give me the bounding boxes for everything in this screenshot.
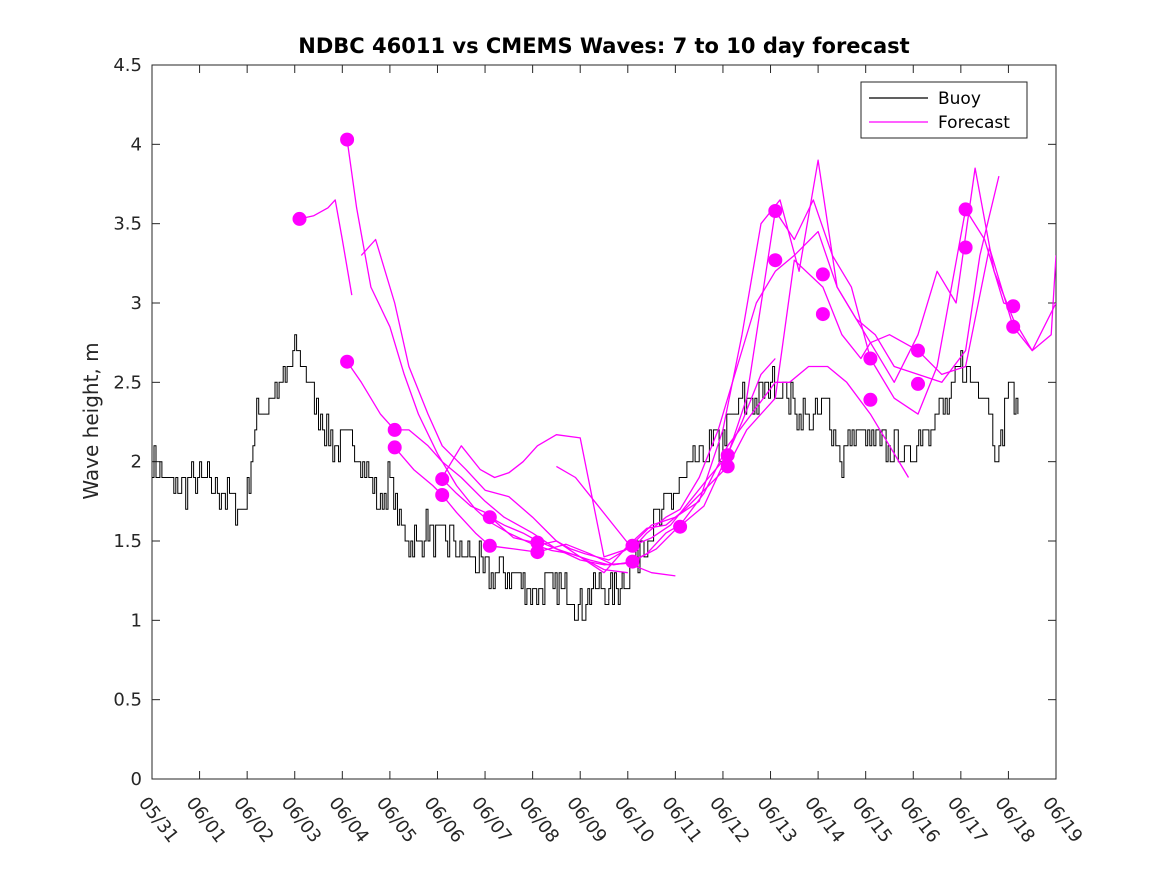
y-tick-label: 1: [131, 610, 142, 631]
forecast-start-point: [720, 459, 735, 474]
forecast-start-point: [768, 204, 783, 218]
forecast-start-point: [340, 354, 355, 369]
forecast-start-point: [958, 240, 973, 255]
series-forecast-line-7: [489, 246, 1056, 574]
forecast-start-point: [482, 510, 497, 525]
forecast-start-point: [625, 554, 640, 569]
series-forecast-line-8: [441, 159, 1056, 558]
y-tick-label: 0: [131, 769, 142, 790]
forecast-start-point: [673, 519, 688, 534]
forecast-start-point: [863, 351, 878, 366]
forecast-start-point: [387, 422, 402, 437]
forecast-start-point: [911, 343, 925, 358]
legend: Buoy Forecast: [860, 81, 1028, 139]
forecast-start-point: [435, 488, 450, 502]
series-forecast-line-1: [299, 199, 353, 296]
forecast-start-point: [387, 440, 402, 455]
forecast-start-point: [1006, 319, 1021, 334]
y-tick-label: 1.5: [113, 531, 142, 552]
series-buoy-line: [152, 334, 1019, 621]
y-axis-label: Wave height, m: [79, 342, 103, 499]
series-forecast-line-5: [394, 365, 910, 566]
forecast-start-point: [911, 376, 925, 391]
forecast-start-point: [1006, 299, 1021, 314]
series-forecast-line-6: [441, 199, 1014, 561]
forecast-start-point: [768, 253, 783, 268]
chart-title: NDBC 46011 vs CMEMS Waves: 7 to 10 day f…: [298, 34, 909, 58]
forecast-start-point: [530, 545, 545, 560]
marker-layer: [292, 132, 1021, 569]
y-tick-label: 3.5: [113, 214, 142, 235]
plot-area: 00.511.522.533.544.5 05/31 06/01 06/02 06/0…: [113, 55, 1086, 847]
forecast-start-point: [482, 538, 497, 553]
forecast-start-point: [958, 202, 973, 217]
series-forecast-line-2: [346, 139, 776, 566]
y-axis: 0 0.5 1 1.5 2 2.5 3 3.5 4 4.5: [113, 55, 1056, 790]
y-tick-label: 2: [131, 452, 142, 473]
forecast-start-point: [625, 538, 640, 553]
legend-buoy-label: Buoy: [938, 89, 981, 109]
forecast-start-point: [435, 472, 450, 487]
legend-box: [860, 81, 1028, 139]
y-tick-label: 4.5: [113, 55, 142, 76]
legend-forecast-label: Forecast: [938, 113, 1010, 133]
series-forecast-line-4: [360, 238, 628, 574]
forecast-start-point: [340, 132, 355, 147]
forecast-start-point: [863, 392, 878, 407]
y-tick-label: 0.5: [113, 690, 142, 711]
y-tick-label: 4: [131, 134, 142, 155]
forecast-start-point: [292, 211, 307, 226]
y-tick-label: 3: [131, 293, 142, 314]
forecast-start-point: [815, 267, 830, 282]
plot-frame: [151, 64, 1057, 780]
y-tick-label: 2.5: [113, 372, 142, 393]
forecast-start-point: [815, 307, 830, 322]
